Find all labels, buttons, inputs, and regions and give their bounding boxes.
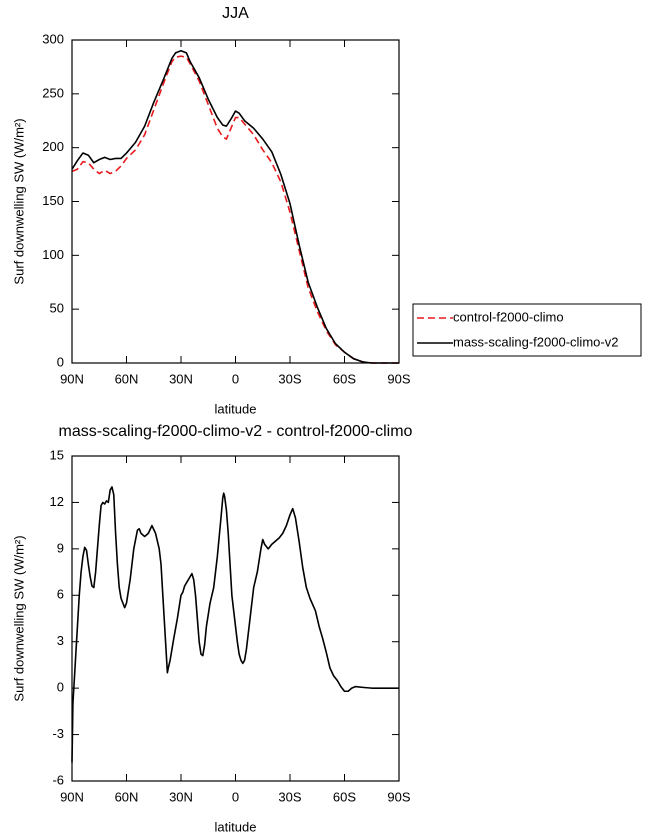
plot-frame	[71, 39, 400, 364]
y-tick-label: 200	[42, 139, 64, 154]
y-tick-label: 15	[50, 447, 64, 462]
y-tick-label: 250	[42, 85, 64, 100]
x-tick-label: 90N	[60, 371, 84, 386]
y-tick-label: 100	[42, 247, 64, 262]
y-tick-label: 0	[57, 680, 64, 695]
data-line	[71, 55, 399, 364]
y-tick-label: 9	[57, 540, 64, 555]
x-tick-label: 60S	[333, 371, 356, 386]
chart-title: mass-scaling-f2000-climo-v2 - control-f2…	[59, 423, 413, 440]
x-tick-label: 90N	[60, 789, 84, 804]
y-tick-label: 300	[42, 31, 64, 46]
legend-label: control-f2000-climo	[453, 309, 564, 324]
x-tick-label: 90S	[387, 789, 410, 804]
y-tick-label: 50	[50, 301, 64, 316]
legend-label: mass-scaling-f2000-climo-v2	[453, 334, 618, 349]
x-tick-label: 30S	[278, 371, 301, 386]
x-tick-label: 0	[232, 371, 239, 386]
y-tick-label: -6	[52, 772, 64, 787]
y-tick-label: -3	[52, 726, 64, 741]
x-tick-label: 30N	[169, 371, 193, 386]
x-tick-label: 60S	[333, 789, 356, 804]
y-tick-label: 0	[57, 354, 64, 369]
x-tick-label: 60N	[115, 371, 139, 386]
y-tick-label: 150	[42, 193, 64, 208]
x-tick-label: 90S	[387, 371, 410, 386]
x-tick-label: 30S	[278, 789, 301, 804]
y-tick-label: 3	[57, 633, 64, 648]
data-line	[71, 49, 399, 364]
y-axis-label: Surf downwelling SW (W/m²)	[11, 118, 26, 284]
x-tick-label: 0	[232, 789, 239, 804]
y-axis-label: Surf downwelling SW (W/m²)	[11, 535, 26, 701]
data-line	[71, 486, 399, 763]
y-tick-label: 12	[50, 494, 64, 509]
x-axis-label: latitude	[215, 819, 257, 834]
legend-box	[412, 303, 642, 357]
x-tick-label: 60N	[115, 789, 139, 804]
x-axis-label: latitude	[215, 401, 257, 416]
y-tick-label: 6	[57, 587, 64, 602]
plot-frame	[71, 455, 400, 782]
x-tick-label: 30N	[169, 789, 193, 804]
chart-title: JJA	[222, 5, 249, 22]
